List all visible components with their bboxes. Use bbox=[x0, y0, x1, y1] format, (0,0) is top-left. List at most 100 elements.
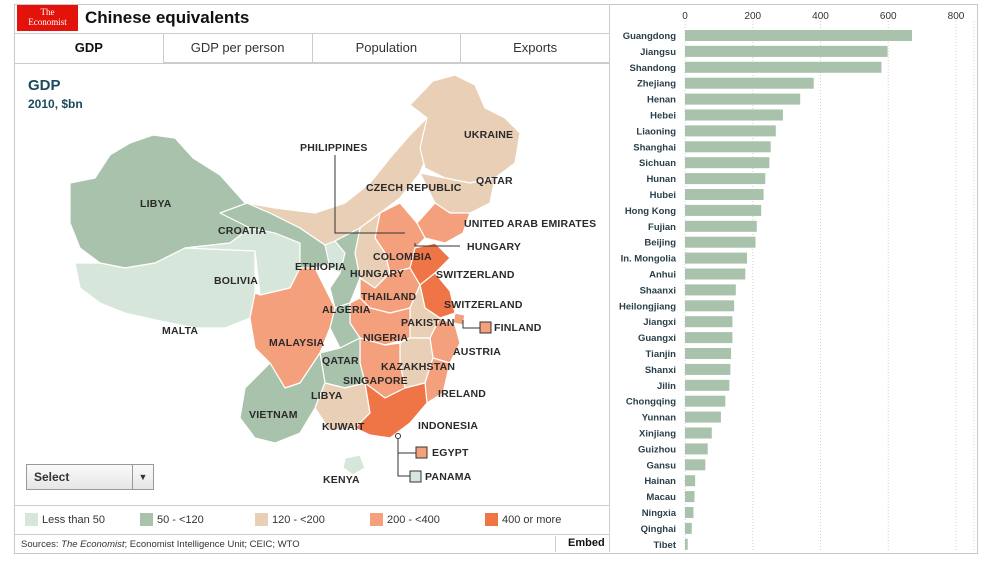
map-label-libya: LIBYA bbox=[140, 198, 172, 210]
x-tick-label: 800 bbox=[948, 11, 965, 22]
category-label: Yunnan bbox=[642, 413, 677, 424]
panama-leader-line bbox=[397, 435, 410, 477]
bar[interactable] bbox=[685, 332, 733, 344]
bar[interactable] bbox=[685, 348, 732, 359]
map-label-bolivia: BOLIVIA bbox=[214, 275, 258, 287]
bar[interactable] bbox=[685, 173, 766, 185]
category-label: Sichuan bbox=[639, 158, 676, 169]
category-label: Fujian bbox=[648, 222, 676, 233]
category-label: Hebei bbox=[650, 111, 676, 122]
map-label-singapore: SINGAPORE bbox=[343, 375, 408, 387]
bar[interactable] bbox=[685, 109, 783, 121]
bar[interactable] bbox=[685, 522, 692, 534]
map-label-philippines: PHILIPPINES bbox=[300, 142, 368, 154]
bar[interactable] bbox=[685, 395, 726, 407]
bar[interactable] bbox=[685, 316, 733, 328]
bar[interactable] bbox=[685, 77, 814, 89]
tab-gdp[interactable]: GDP bbox=[15, 34, 163, 63]
category-label: Guizhou bbox=[638, 444, 676, 455]
legend-swatch bbox=[140, 513, 153, 526]
map-label-ukraine: UKRAINE bbox=[464, 129, 514, 141]
hungary-leader-line bbox=[414, 243, 460, 247]
category-label: Shaanxi bbox=[640, 285, 676, 296]
category-label: Xinjiang bbox=[639, 429, 676, 440]
map-label-egypt: EGYPT bbox=[432, 447, 469, 459]
category-label: Chongqing bbox=[626, 397, 676, 408]
bar[interactable] bbox=[685, 379, 730, 391]
metric-title: GDP bbox=[28, 77, 61, 94]
legend-swatch bbox=[25, 513, 38, 526]
gdp-bar-chart: 0 200 400 600 800 Guangdong Jiangsu Shandong Zhe… bbox=[619, 11, 975, 550]
category-label: Hainan bbox=[644, 476, 676, 487]
legend-item: 200 - <400 bbox=[370, 513, 440, 526]
chart-title: Chinese equivalents bbox=[85, 8, 250, 27]
map-label-nigeria: NIGERIA bbox=[363, 332, 409, 344]
province-guangdong[interactable] bbox=[354, 382, 428, 439]
embed-button[interactable]: Embed bbox=[555, 536, 605, 552]
bar[interactable] bbox=[685, 538, 688, 550]
bar[interactable] bbox=[685, 475, 696, 487]
province-heilongjiang[interactable] bbox=[409, 74, 521, 184]
bar[interactable] bbox=[685, 141, 771, 153]
sources-text: Sources: The Economist; Economist Intell… bbox=[21, 539, 300, 550]
chevron-down-icon[interactable]: ▼ bbox=[132, 465, 153, 489]
map-label-ireland: IRELAND bbox=[438, 388, 487, 400]
map-label-finland: FINLAND bbox=[494, 322, 542, 334]
legend-swatch bbox=[370, 513, 383, 526]
bar[interactable] bbox=[685, 427, 712, 439]
map-label-algeria: ALGERIA bbox=[322, 304, 371, 316]
map-label-uae: UNITED ARAB EMIRATES bbox=[464, 218, 597, 230]
bar[interactable] bbox=[685, 45, 888, 57]
bar[interactable] bbox=[685, 61, 882, 73]
bar[interactable] bbox=[685, 443, 708, 455]
category-label: Jiangxi bbox=[643, 317, 676, 328]
map-label-qatar: QATAR bbox=[476, 175, 513, 187]
bar[interactable] bbox=[685, 491, 695, 503]
egypt-swatch[interactable] bbox=[415, 446, 428, 459]
bar[interactable] bbox=[685, 507, 694, 518]
map-label-panama: PANAMA bbox=[425, 471, 472, 483]
bar[interactable] bbox=[685, 363, 731, 375]
bar[interactable] bbox=[685, 252, 747, 264]
map-legend: Less than 50 50 - <120 120 - <200 200 - … bbox=[15, 505, 609, 532]
category-label: Zhejiang bbox=[637, 79, 676, 90]
bar[interactable] bbox=[685, 268, 746, 280]
panama-swatch[interactable] bbox=[409, 470, 422, 483]
province-hainan[interactable] bbox=[342, 454, 366, 476]
category-label: Hubei bbox=[650, 190, 676, 201]
tab-population[interactable]: Population bbox=[311, 34, 461, 63]
bar[interactable] bbox=[685, 93, 801, 105]
bar[interactable] bbox=[685, 30, 912, 41]
bar[interactable] bbox=[685, 300, 735, 312]
bar[interactable] bbox=[685, 284, 736, 296]
bar[interactable] bbox=[685, 236, 756, 248]
map-label-vietnam: VIETNAM bbox=[249, 409, 298, 421]
category-label: Jilin bbox=[657, 381, 676, 392]
bar[interactable] bbox=[685, 459, 706, 471]
bar[interactable] bbox=[685, 125, 776, 137]
bar[interactable] bbox=[685, 411, 721, 423]
sources-footer: Sources: The Economist; Economist Intell… bbox=[15, 534, 609, 552]
map-label-hungary: HUNGARY bbox=[467, 241, 522, 253]
map-label-switzerland-2: SWITZERLAND bbox=[444, 299, 523, 311]
legend-swatch bbox=[485, 513, 498, 526]
category-label: Henan bbox=[647, 95, 676, 106]
legend-item: Less than 50 bbox=[25, 513, 105, 526]
bar[interactable] bbox=[685, 204, 762, 216]
category-label: Ningxia bbox=[642, 508, 677, 519]
tab-exports[interactable]: Exports bbox=[460, 34, 609, 63]
map-label-hungary-2: HUNGARY bbox=[350, 268, 405, 280]
china-province-map bbox=[69, 74, 521, 483]
legend-swatch bbox=[255, 513, 268, 526]
province-select[interactable]: Select ▼ bbox=[26, 464, 154, 490]
philippines-leader-line bbox=[334, 155, 405, 234]
finland-swatch[interactable] bbox=[479, 321, 492, 334]
bar[interactable] bbox=[685, 157, 770, 169]
map-label-thailand: THAILAND bbox=[361, 291, 417, 303]
map-label-czech-republic: CZECH REPUBLIC bbox=[366, 182, 462, 194]
map-label-kuwait: KUWAIT bbox=[322, 421, 365, 433]
bar[interactable] bbox=[685, 189, 764, 200]
bar[interactable] bbox=[685, 220, 757, 232]
tab-gdp-per-person[interactable]: GDP per person bbox=[162, 34, 312, 63]
tab-underline bbox=[164, 62, 609, 63]
